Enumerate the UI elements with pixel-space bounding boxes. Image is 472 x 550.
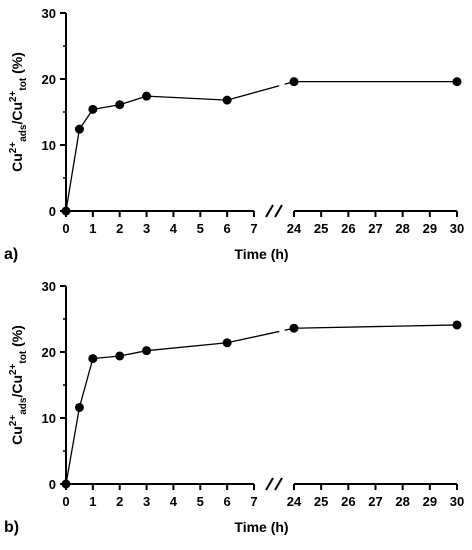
x-tick-label: 30 — [450, 494, 464, 509]
data-point — [88, 104, 98, 114]
y-axis-title-part: tot — [18, 350, 29, 363]
x-tick-label: 29 — [423, 494, 437, 509]
y-axis-title-part: /Cu — [9, 102, 25, 125]
chart-panel-2: 0 10 20 30 0 1 2 3 4 5 6 7 24 25 26 27 28 29 30 Time (h) b) C… — [4, 279, 464, 536]
data-point — [142, 91, 152, 101]
y-axis-title-part: tot — [18, 77, 29, 90]
data-point — [289, 77, 299, 87]
x-tick-label: 5 — [197, 494, 204, 509]
data-point — [222, 338, 232, 348]
panel-label: a) — [4, 246, 18, 263]
y-axis-title-part: 2+ — [8, 90, 19, 102]
data-point — [289, 323, 299, 333]
data-point — [74, 402, 84, 412]
x-tick-label: 4 — [170, 221, 178, 236]
axis-break-mark — [265, 477, 274, 491]
x-tick-label: 0 — [62, 221, 69, 236]
x-tick-label: 1 — [89, 494, 96, 509]
y-axis-title: Cu2+ads/Cu2+tot (%) — [8, 325, 29, 445]
x-tick-label: 25 — [314, 494, 328, 509]
x-tick-label: 4 — [170, 494, 178, 509]
axis-break-mark — [274, 204, 283, 218]
y-axis-title-part: ads — [18, 397, 29, 415]
series-line-segment — [119, 95, 147, 106]
data-point — [142, 346, 152, 356]
y-axis-title: Cu2+ads/Cu2+tot (%) — [8, 52, 29, 172]
series-line-segment — [65, 129, 81, 212]
x-axis-title: Time (h) — [234, 519, 288, 535]
data-point — [115, 351, 125, 361]
x-tick-label: 7 — [250, 494, 257, 509]
y-axis-title-part: 2+ — [8, 363, 19, 375]
y-tick-label: 30 — [42, 279, 56, 294]
x-tick-label: 0 — [62, 494, 69, 509]
x-tick-label: 3 — [143, 221, 150, 236]
x-tick-label: 26 — [341, 221, 355, 236]
x-tick-label: 3 — [143, 494, 150, 509]
x-tick-label: 24 — [287, 221, 302, 236]
x-tick-label: 5 — [197, 221, 204, 236]
x-tick-label: 30 — [450, 221, 464, 236]
data-point — [61, 206, 71, 216]
x-tick-label: 27 — [368, 494, 382, 509]
series-line-segment — [227, 330, 280, 344]
x-tick-label: 28 — [395, 221, 409, 236]
y-tick-label: 0 — [49, 204, 56, 219]
x-tick-label: 28 — [395, 494, 409, 509]
y-tick-label: 0 — [49, 477, 56, 492]
x-tick-label: 26 — [341, 494, 355, 509]
y-tick-label: 20 — [42, 72, 56, 87]
data-point — [74, 124, 84, 134]
series-line-segment — [146, 342, 228, 352]
y-axis-title-part: (%) — [9, 52, 25, 78]
y-axis-title-part: Cu — [9, 426, 25, 445]
x-tick-label: 7 — [250, 221, 257, 236]
y-axis-title-part: 2+ — [8, 415, 19, 427]
panel-label: b) — [4, 519, 19, 536]
x-tick-label: 27 — [368, 221, 382, 236]
x-tick-label: 29 — [423, 221, 437, 236]
x-axis-title: Time (h) — [234, 246, 288, 262]
series-line-segment — [78, 358, 94, 408]
series-line-segment — [65, 407, 81, 485]
x-tick-label: 1 — [89, 221, 96, 236]
x-tick-label: 2 — [116, 494, 123, 509]
y-axis-title-part: ads — [18, 124, 29, 142]
axis-break-mark — [265, 204, 274, 218]
y-tick-label: 20 — [42, 345, 56, 360]
x-tick-label: 6 — [224, 494, 231, 509]
axis-break-mark — [274, 477, 283, 491]
series-line-segment — [119, 350, 147, 357]
y-axis-title-part: 2+ — [8, 142, 19, 154]
data-point — [452, 77, 462, 87]
y-tick-label: 30 — [42, 6, 56, 21]
x-tick-label: 25 — [314, 221, 328, 236]
x-tick-label: 6 — [224, 221, 231, 236]
y-tick-label: 10 — [42, 411, 56, 426]
series-line-segment — [92, 104, 120, 111]
data-point — [222, 95, 232, 105]
x-tick-label: 2 — [116, 221, 123, 236]
series-line-segment — [146, 95, 228, 101]
y-tick-label: 10 — [42, 138, 56, 153]
y-axis-title-part: Cu — [9, 153, 25, 172]
data-point — [452, 320, 462, 330]
y-axis-title-part: /Cu — [9, 375, 25, 398]
data-point — [88, 354, 98, 364]
data-point — [61, 479, 71, 489]
chart-panel-1: 0 10 20 30 0 1 2 3 4 5 6 7 24 25 26 27 28 29 30 Time (h) a) C… — [4, 6, 464, 263]
x-tick-label: 24 — [287, 494, 302, 509]
y-axis-title-part: (%) — [9, 325, 25, 351]
series-line-segment — [226, 85, 280, 101]
series-line-segment — [293, 324, 458, 329]
data-point — [115, 100, 125, 110]
